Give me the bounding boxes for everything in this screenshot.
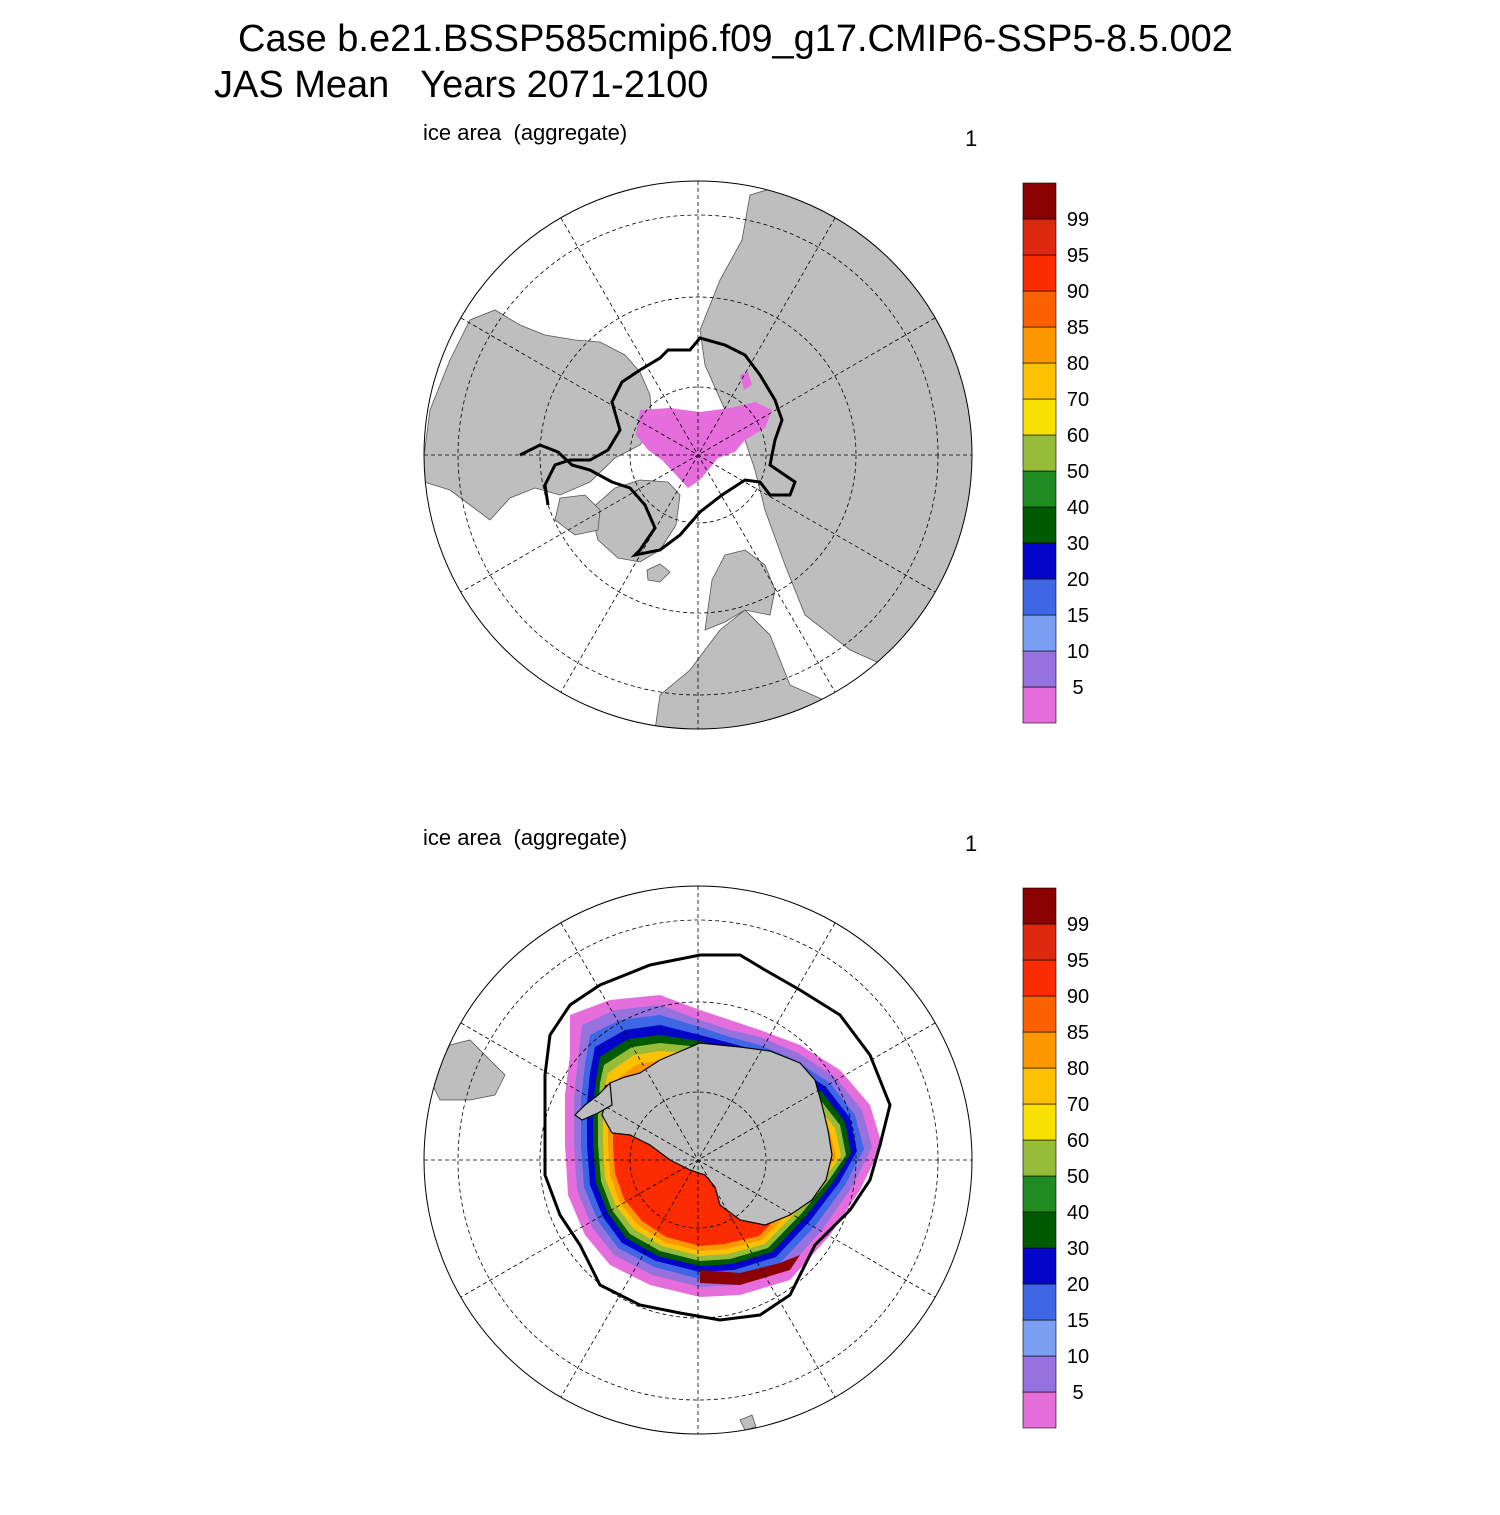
colorbar-box-north-12 xyxy=(1022,254,1057,292)
map-border-north xyxy=(423,180,973,730)
colorbar-box-north-11 xyxy=(1022,290,1057,328)
colorbar-box-north-1 xyxy=(1022,650,1057,688)
colorbar-box-north-8 xyxy=(1022,398,1057,436)
colorbar-label-north-13: 99 xyxy=(1067,209,1089,231)
observed-ice-edge-south xyxy=(543,953,892,1322)
colorbar-label-south-0: 5 xyxy=(1072,1382,1083,1404)
colorbar-label-north-10: 85 xyxy=(1067,317,1089,339)
colorbar-box-south-9 xyxy=(1022,1067,1057,1105)
colorbar-box-north-6 xyxy=(1022,470,1057,508)
colorbar-box-south-1 xyxy=(1022,1355,1057,1393)
colorbar-label-south-4: 30 xyxy=(1067,1238,1089,1260)
colorbar-box-north-3 xyxy=(1022,578,1057,616)
colorbar-label-south-11: 90 xyxy=(1067,986,1089,1008)
arctic-polar-map: 5 10 15 20 30 40 50 60 70 80 85 90 95 99 xyxy=(423,180,1089,730)
figure-title-season: JAS Mean Years 2071-2100 xyxy=(214,64,709,106)
colorbar-box-south-3 xyxy=(1022,1283,1057,1321)
arctic-panel: ice area (aggregate) 1 xyxy=(0,110,1500,810)
colorbar-box-north-5 xyxy=(1022,506,1057,544)
colorbar-label-south-2: 15 xyxy=(1067,1310,1089,1332)
observed-ice-edge-north xyxy=(519,336,797,558)
colorbar-box-north-9 xyxy=(1022,362,1057,400)
panel-label-north: ice area (aggregate) xyxy=(423,120,628,145)
colorbar-box-south-4 xyxy=(1022,1247,1057,1285)
colorbar-box-south-10 xyxy=(1022,1031,1057,1069)
figure-title-case: Case b.e21.BSSP585cmip6.f09_g17.CMIP6-SS… xyxy=(238,18,1233,60)
colorbar-label-north-11: 90 xyxy=(1067,281,1089,303)
panel-number-north: 1 xyxy=(965,126,978,151)
colorbar-box-south-8 xyxy=(1022,1103,1057,1141)
colorbar-label-south-6: 50 xyxy=(1067,1166,1089,1188)
colorbar-box-north-7 xyxy=(1022,434,1057,472)
antarctic-panel: ice area (aggregate) 1 xyxy=(0,815,1500,1515)
colorbar-label-north-1: 10 xyxy=(1067,641,1089,663)
land-scandinavia xyxy=(704,549,776,631)
colorbar-label-north-0: 5 xyxy=(1072,677,1083,699)
colorbar-label-north-7: 60 xyxy=(1067,425,1089,447)
antarctic-polar-map: 5 10 15 20 30 40 50 60 70 80 85 90 95 99 xyxy=(423,885,1089,1435)
land-antarctic-peninsula xyxy=(574,1081,613,1121)
colorbar-box-south-2 xyxy=(1022,1319,1057,1357)
map-border-south xyxy=(423,885,973,1435)
colorbar-box-south-11 xyxy=(1022,995,1057,1033)
colorbar-box-south-7 xyxy=(1022,1139,1057,1177)
colorbar-north: 5 10 15 20 30 40 50 60 70 80 85 90 95 99 xyxy=(1022,182,1089,724)
colorbar-label-north-6: 50 xyxy=(1067,461,1089,483)
colorbar-box-south-0 xyxy=(1022,1391,1057,1429)
panel-number-south: 1 xyxy=(965,831,978,856)
graticule-south xyxy=(424,886,972,1434)
colorbar-label-south-5: 40 xyxy=(1067,1202,1089,1224)
colorbar-box-south-13 xyxy=(1022,923,1057,961)
colorbar-label-south-13: 99 xyxy=(1067,914,1089,936)
land-greenland xyxy=(589,479,681,563)
colorbar-box-north-4 xyxy=(1022,542,1057,580)
colorbar-label-south-1: 10 xyxy=(1067,1346,1089,1368)
colorbar-box-north-10 xyxy=(1022,326,1057,364)
colorbar-south: 5 10 15 20 30 40 50 60 70 80 85 90 95 99 xyxy=(1022,887,1089,1429)
colorbar-box-south-14 xyxy=(1022,887,1057,925)
colorbar-box-south-5 xyxy=(1022,1211,1057,1249)
colorbar-label-south-9: 80 xyxy=(1067,1058,1089,1080)
colorbar-box-north-2 xyxy=(1022,614,1057,652)
graticule-north xyxy=(424,181,972,729)
colorbar-label-south-3: 20 xyxy=(1067,1274,1089,1296)
colorbar-box-north-14 xyxy=(1022,182,1057,220)
colorbar-label-south-8: 70 xyxy=(1067,1094,1089,1116)
colorbar-label-north-9: 80 xyxy=(1067,353,1089,375)
colorbar-label-south-10: 85 xyxy=(1067,1022,1089,1044)
land-south-america-tip xyxy=(429,1039,506,1101)
land-canadian-archipelago xyxy=(554,494,601,536)
colorbar-label-north-8: 70 xyxy=(1067,389,1089,411)
colorbar-label-north-5: 40 xyxy=(1067,497,1089,519)
colorbar-label-south-7: 60 xyxy=(1067,1130,1089,1152)
colorbar-label-north-2: 15 xyxy=(1067,605,1089,627)
colorbar-box-south-6 xyxy=(1022,1175,1057,1213)
colorbar-label-south-12: 95 xyxy=(1067,950,1089,972)
colorbar-label-north-4: 30 xyxy=(1067,533,1089,555)
land-svalbard xyxy=(646,563,671,583)
colorbar-label-north-3: 20 xyxy=(1067,569,1089,591)
colorbar-label-north-12: 95 xyxy=(1067,245,1089,267)
colorbar-box-south-12 xyxy=(1022,959,1057,997)
colorbar-box-north-13 xyxy=(1022,218,1057,256)
land-small-island-south xyxy=(739,1414,757,1431)
colorbar-box-north-0 xyxy=(1022,686,1057,724)
panel-label-south: ice area (aggregate) xyxy=(423,825,628,850)
